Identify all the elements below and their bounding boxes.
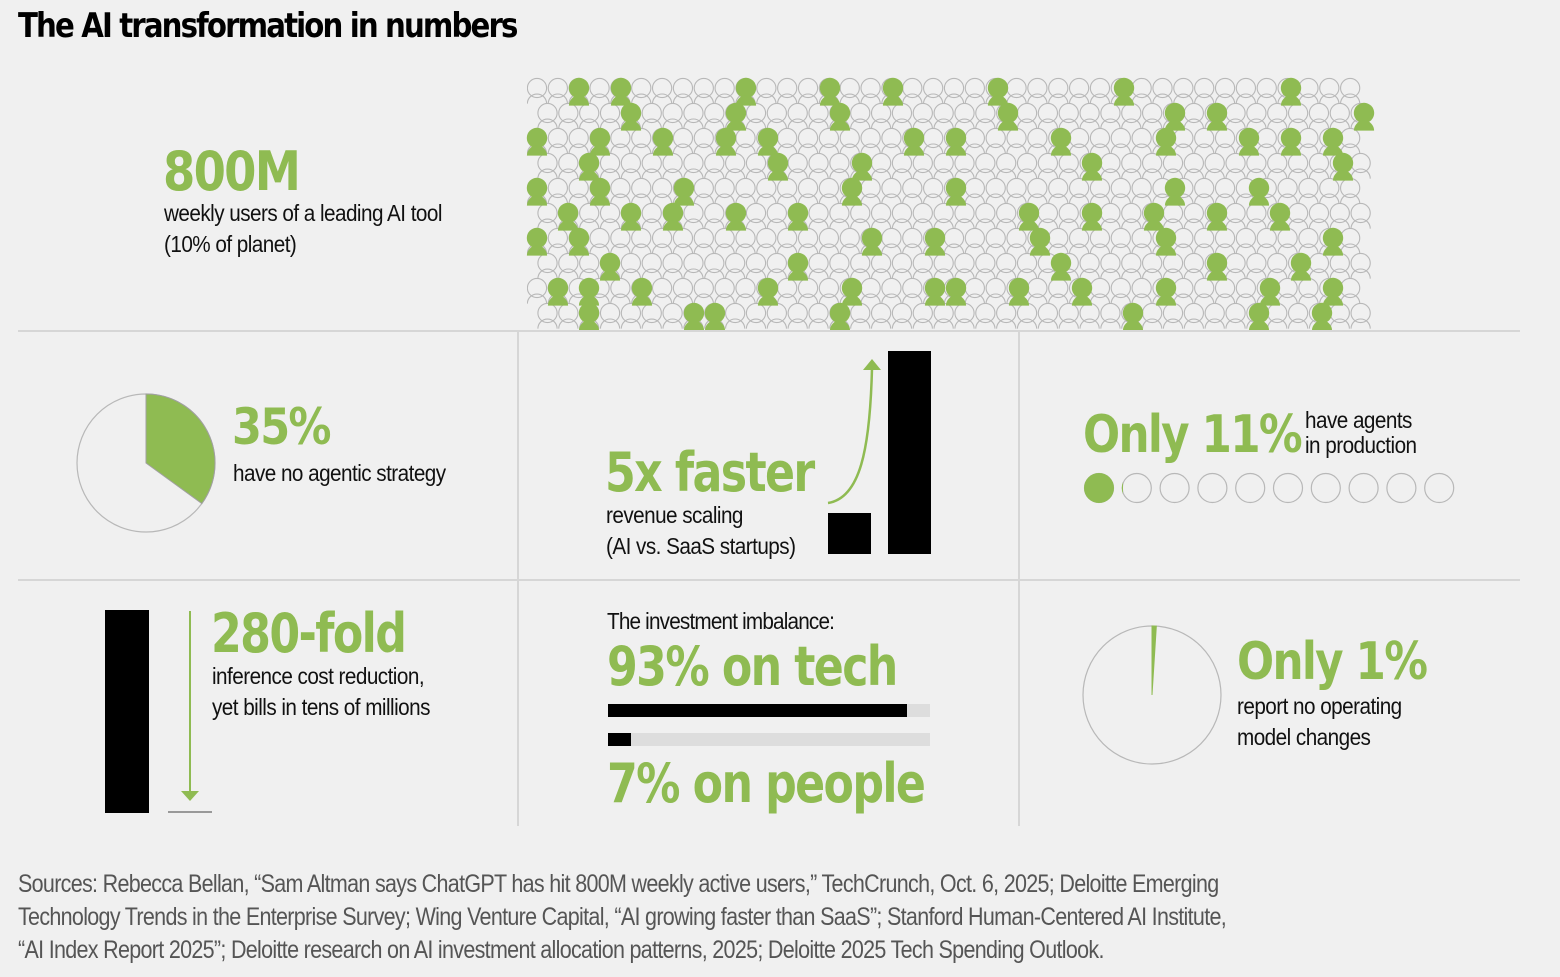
stat-operating-line1: report no operating	[1237, 693, 1402, 719]
people-grid-icon	[526, 77, 1375, 331]
down-arrow-icon	[105, 610, 212, 813]
investment-people-bar	[608, 733, 631, 746]
bar-growth-icon	[827, 351, 931, 554]
sources-line-3: “AI Index Report 2025”; Deloitte researc…	[18, 936, 1104, 964]
stat-users-value: 800M	[163, 140, 301, 203]
stat-operating-line2: model changes	[1237, 724, 1371, 750]
bar-before	[105, 610, 149, 813]
stat-strategy-line1: have no agentic strategy	[233, 460, 446, 486]
stat-agents-line2: in production	[1305, 432, 1417, 458]
stat-inference-line2: yet bills in tens of millions	[212, 694, 430, 720]
stat-operating-value: Only 1%	[1237, 632, 1428, 692]
investment-people-track	[608, 733, 930, 746]
divider-vertical-1	[517, 331, 519, 826]
divider-horizontal-2	[18, 579, 1520, 581]
divider-horizontal-1	[18, 330, 1520, 332]
stat-inference-line1: inference cost reduction,	[212, 663, 425, 689]
investment-people-label: 7% on people	[607, 752, 926, 815]
bar-saas	[828, 513, 871, 554]
stat-strategy-value: 35%	[232, 398, 331, 456]
bar-ai	[888, 351, 931, 554]
investment-tech-label: 93% on tech	[607, 635, 898, 698]
stat-inference-value: 280-fold	[211, 602, 407, 665]
pie-chart-icon	[76, 393, 216, 533]
sources-line-1: Sources: Rebecca Bellan, “Sam Altman say…	[18, 870, 1219, 898]
stat-revenue-value: 5x faster	[605, 441, 815, 504]
divider-vertical-2	[1018, 331, 1020, 826]
page-title: The AI transformation in numbers	[18, 6, 518, 46]
dot-scale-icon	[1083, 472, 1455, 504]
stat-users-line2: (10% of planet)	[164, 231, 297, 257]
stat-users-line1: weekly users of a leading AI tool	[164, 200, 442, 226]
sources-footnote: Sources: Rebecca Bellan, “Sam Altman say…	[18, 868, 1308, 967]
investment-heading: The investment imbalance:	[607, 608, 835, 634]
investment-tech-bar	[608, 704, 908, 717]
stat-revenue-line2: (AI vs. SaaS startups)	[606, 533, 796, 559]
pie-chart-icon	[1082, 625, 1222, 765]
stat-revenue-line1: revenue scaling	[606, 502, 743, 528]
stat-agents-line1: have agents	[1305, 407, 1412, 433]
investment-tech-track	[608, 704, 930, 717]
sources-line-2: Technology Trends in the Enterprise Surv…	[18, 903, 1227, 931]
stat-agents-value: Only 11%	[1083, 405, 1303, 465]
